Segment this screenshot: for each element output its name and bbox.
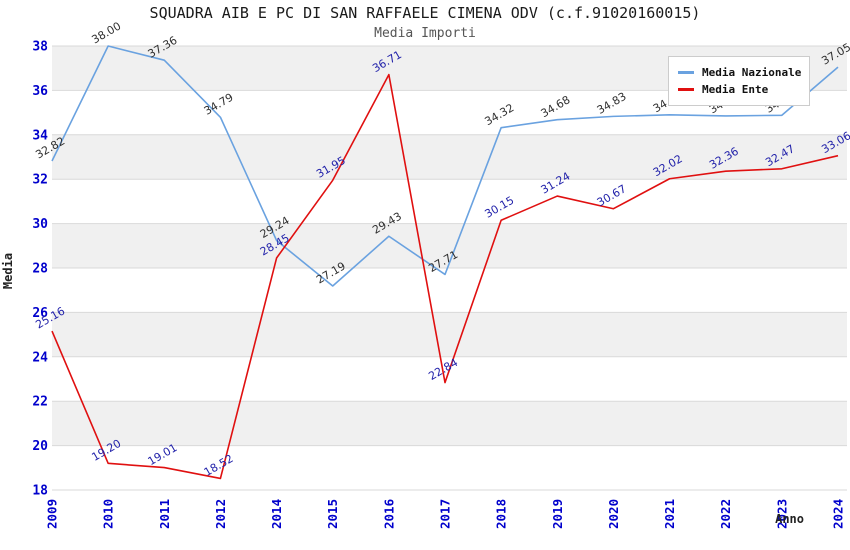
y-tick-label: 30	[32, 217, 48, 232]
x-tick-label: 2023	[774, 499, 789, 529]
legend: Media Nazionale Media Ente	[668, 56, 810, 106]
data-point-label: 30.67	[595, 182, 629, 209]
plot-band	[52, 312, 847, 357]
legend-item-media-nazionale: Media Nazionale	[678, 65, 805, 80]
x-tick-label: 2024	[831, 499, 846, 529]
data-point-label: 38.00	[90, 19, 124, 46]
x-tick-label: 2021	[662, 499, 677, 529]
x-tick-label: 2009	[45, 499, 60, 529]
x-tick-label: 2022	[718, 499, 733, 529]
data-point-label: 34.83	[595, 90, 629, 117]
plot-band	[52, 401, 847, 446]
y-tick-label: 22	[32, 395, 48, 410]
y-tick-label: 26	[32, 306, 48, 321]
x-tick-label: 2018	[494, 499, 509, 529]
y-tick-label: 36	[32, 84, 48, 99]
series-line-media-ente	[51, 73, 839, 480]
series-line-media-nazionale	[51, 45, 839, 287]
data-point-label: 34.68	[539, 93, 573, 120]
y-tick-label: 32	[32, 173, 48, 188]
x-tick-label: 2015	[325, 499, 340, 529]
plot-band	[52, 134, 847, 180]
x-tick-label: 2020	[606, 499, 621, 529]
y-tick-label: 38	[32, 40, 48, 55]
chart-subtitle: Media Importi	[374, 26, 476, 41]
x-tick-label: 2010	[101, 499, 116, 529]
y-tick-label: 24	[32, 350, 48, 365]
x-tick-label: 2019	[550, 499, 565, 529]
legend-item-media-ente: Media Ente	[678, 82, 805, 97]
x-tick-label: 2017	[438, 499, 453, 529]
data-point-label: 18.52	[202, 452, 236, 479]
x-axis-title: Anno	[775, 512, 804, 526]
legend-line-swatch-nazionale-icon	[678, 71, 694, 74]
data-point-label: 34.79	[202, 91, 236, 118]
x-tick-label: 2014	[269, 499, 284, 529]
y-tick-label: 34	[32, 128, 48, 143]
legend-label: Media Ente	[702, 83, 769, 96]
legend-label: Media Nazionale	[702, 66, 802, 79]
y-tick-label: 20	[32, 439, 48, 454]
legend-line-swatch-ente-icon	[678, 88, 694, 91]
chart-title: SQUADRA AIB E PC DI SAN RAFFAELE CIMENA …	[149, 4, 701, 22]
x-tick-label: 2012	[213, 499, 228, 529]
x-tick-label: 2011	[157, 499, 172, 529]
y-tick-label: 18	[32, 484, 48, 499]
data-point-label: 34.32	[483, 101, 517, 128]
y-tick-label: 28	[32, 262, 48, 277]
y-axis-title: Media	[1, 252, 15, 290]
data-point-label: 22.84	[426, 356, 460, 383]
x-tick-label: 2016	[381, 499, 396, 529]
